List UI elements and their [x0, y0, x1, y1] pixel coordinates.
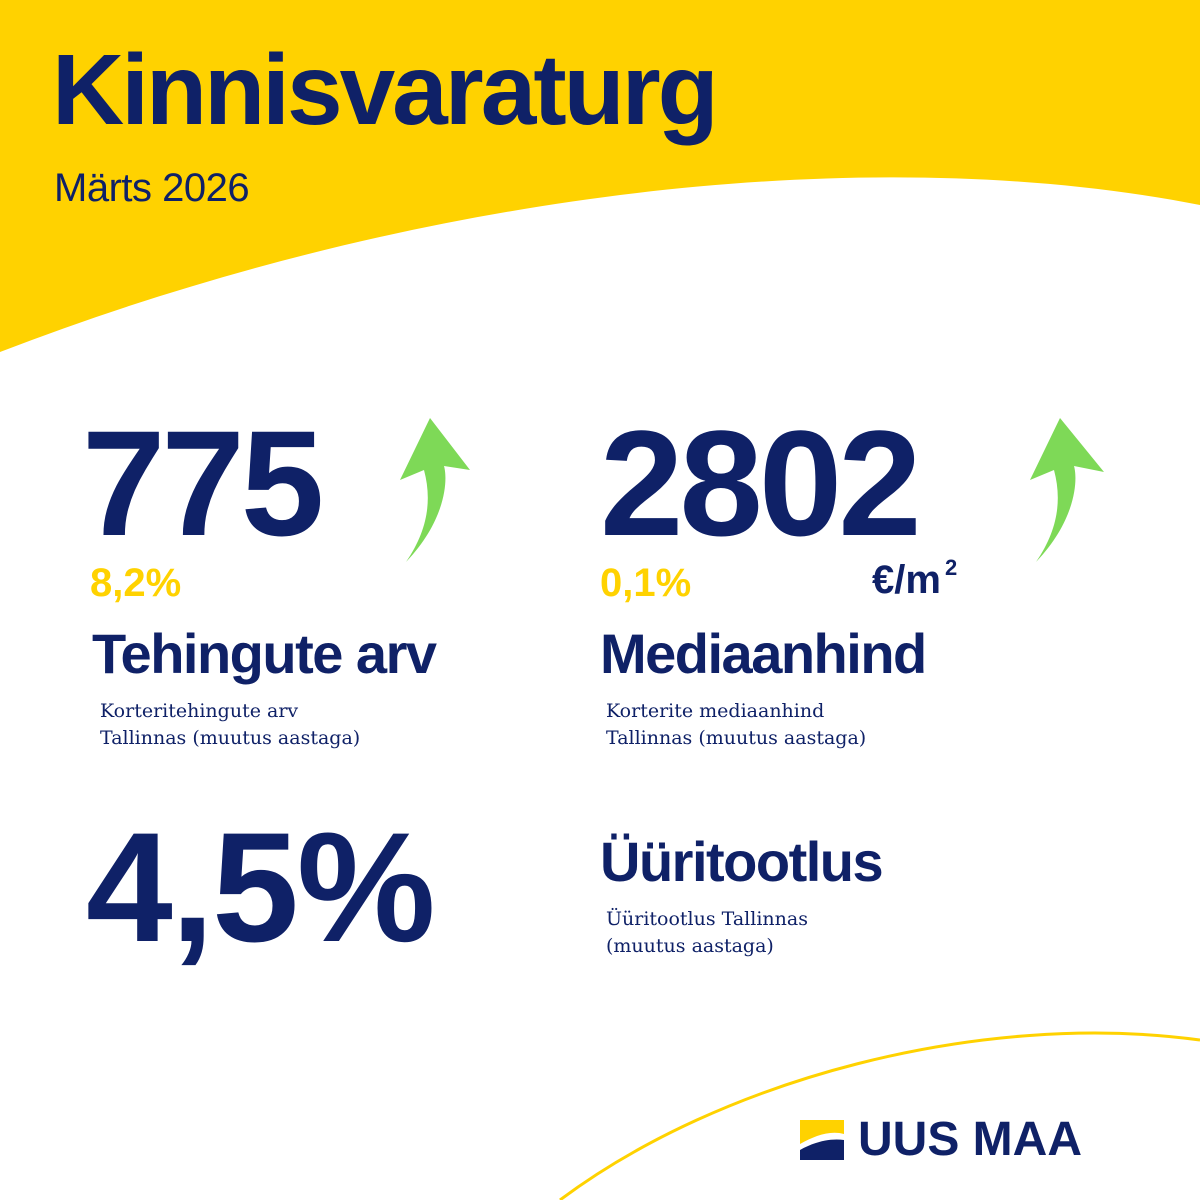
page-title: Kinnisvaraturg: [52, 34, 719, 146]
metric-label-transactions: Tehingute arv: [92, 622, 437, 685]
description-line: Korteritehingute arv: [100, 700, 299, 722]
arrow-up-icon: [400, 418, 470, 562]
description-line: Tallinnas (muutus aastaga): [100, 727, 361, 749]
description-line: Korterite mediaanhind: [606, 700, 825, 722]
footer-yellow-curve: [559, 1031, 1200, 1200]
arrow-up-icon: [1030, 418, 1104, 562]
header-yellow-wave: [0, 0, 1200, 352]
uus-maa-logo-icon: [800, 1120, 844, 1160]
description-line: Tallinnas (muutus aastaga): [606, 727, 867, 749]
metric-label-median-price: Mediaanhind: [600, 622, 927, 685]
description-line: Üüritootlus Tallinnas: [606, 908, 808, 930]
unit-text: €/m: [872, 558, 941, 602]
metric-description-median-price: Korterite mediaanhind Tallinnas (muutus …: [606, 698, 866, 752]
metric-label-rental-yield: Üüritootlus: [600, 830, 884, 893]
metric-change-transactions: 8,2%: [90, 561, 182, 605]
page-subtitle: Märts 2026: [54, 166, 250, 210]
metric-value-rental-yield: 4,5%: [86, 801, 436, 975]
metric-description-rental-yield: Üüritootlus Tallinnas (muutus aastaga): [606, 906, 808, 960]
unit-superscript: 2: [944, 554, 958, 580]
description-line: (muutus aastaga): [606, 935, 774, 957]
metric-change-median-price: 0,1%: [600, 561, 692, 605]
brand-name: UUS MAA: [858, 1113, 1082, 1166]
metric-value-transactions: 775: [82, 399, 324, 567]
metric-unit-median-price: €/m 2: [872, 556, 957, 602]
metric-value-median-price: 2802: [600, 399, 922, 567]
metric-description-transactions: Korteritehingute arv Tallinnas (muutus a…: [100, 698, 360, 752]
